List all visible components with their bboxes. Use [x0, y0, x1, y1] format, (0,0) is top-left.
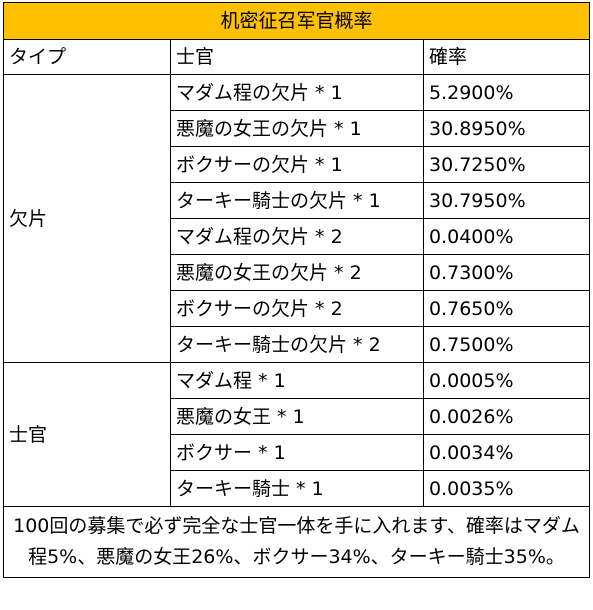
- probability-sheet: 机密征召军官概率 タイプ 士官 確率 欠片 マダム程の欠片 * 1 5.2900…: [2, 2, 591, 578]
- type-cell-officer: 士官: [3, 362, 171, 507]
- officer-cell: ボクサー * 1: [170, 434, 424, 471]
- probability-cell: 0.0005%: [422, 362, 591, 399]
- note-row: 100回の募集で必ず完全な士官一体を手に入れます、確率はマダム程5%、悪魔の女王…: [2, 506, 591, 578]
- table-row: ボクサーの欠片 * 1 30.7250%: [4, 146, 591, 183]
- probability-cell: 0.0400%: [422, 218, 591, 255]
- officer-cell: 悪魔の女王の欠片 * 2: [170, 254, 424, 291]
- header-probability: 確率: [422, 39, 591, 75]
- table-row: 欠片 マダム程の欠片 * 1 5.2900%: [3, 74, 591, 363]
- table-row: ボクサーの欠片 * 2 0.7650%: [4, 290, 591, 327]
- probability-cell: 0.0034%: [422, 434, 591, 471]
- header-type: タイプ: [3, 39, 171, 75]
- probability-cell: 0.0026%: [422, 398, 591, 435]
- officer-probability-table: 机密征召军官概率 タイプ 士官 確率 欠片 マダム程の欠片 * 1 5.2900…: [2, 2, 591, 578]
- table-row: マダム程の欠片 * 2 0.0400%: [4, 218, 591, 255]
- probability-cell: 0.0035%: [422, 470, 591, 507]
- officer-cell: マダム程の欠片 * 2: [170, 218, 424, 255]
- officer-cell: ボクサーの欠片 * 2: [170, 290, 424, 327]
- title-row: 机密征召军官概率: [2, 2, 591, 40]
- header-row: タイプ 士官 確率: [3, 39, 591, 75]
- officer-cell: ボクサーの欠片 * 1: [170, 146, 424, 183]
- officer-cell: マダム程の欠片 * 1: [170, 74, 424, 111]
- table-row: 悪魔の女王 * 1 0.0026%: [4, 398, 591, 435]
- table-row: 悪魔の女王の欠片 * 1 30.8950%: [4, 110, 591, 147]
- probability-cell: 30.7950%: [422, 182, 591, 219]
- officer-cell: マダム程 * 1: [170, 362, 424, 399]
- table-row: ターキー騎士 * 1 0.0035%: [4, 470, 591, 507]
- officer-cell: 悪魔の女王の欠片 * 1: [170, 110, 424, 147]
- probability-cell: 5.2900%: [422, 74, 591, 111]
- table-row: ボクサー * 1 0.0034%: [4, 434, 591, 471]
- probability-cell: 0.7300%: [422, 254, 591, 291]
- officer-cell: ターキー騎士の欠片 * 2: [170, 326, 424, 363]
- officer-cell: 悪魔の女王 * 1: [170, 398, 424, 435]
- table-row: ターキー騎士の欠片 * 2 0.7500%: [4, 326, 591, 363]
- probability-cell: 30.8950%: [422, 110, 591, 147]
- type-cell-fragment: 欠片: [3, 74, 171, 363]
- header-officer: 士官: [170, 39, 424, 75]
- guarantee-note: 100回の募集で必ず完全な士官一体を手に入れます、確率はマダム程5%、悪魔の女王…: [2, 506, 591, 578]
- table-row: 悪魔の女王の欠片 * 2 0.7300%: [4, 254, 591, 291]
- probability-cell: 30.7250%: [422, 146, 591, 183]
- table-body: 机密征召军官概率 タイプ 士官 確率 欠片 マダム程の欠片 * 1 5.2900…: [2, 2, 591, 578]
- table-row: 士官 マダム程 * 1 0.0005%: [3, 362, 591, 507]
- officer-cell: ターキー騎士 * 1: [170, 470, 424, 507]
- probability-cell: 0.7650%: [422, 290, 591, 327]
- table-row: ターキー騎士の欠片 * 1 30.7950%: [4, 182, 591, 219]
- table-title: 机密征召军官概率: [2, 2, 591, 40]
- probability-cell: 0.7500%: [422, 326, 591, 363]
- officer-cell: ターキー騎士の欠片 * 1: [170, 182, 424, 219]
